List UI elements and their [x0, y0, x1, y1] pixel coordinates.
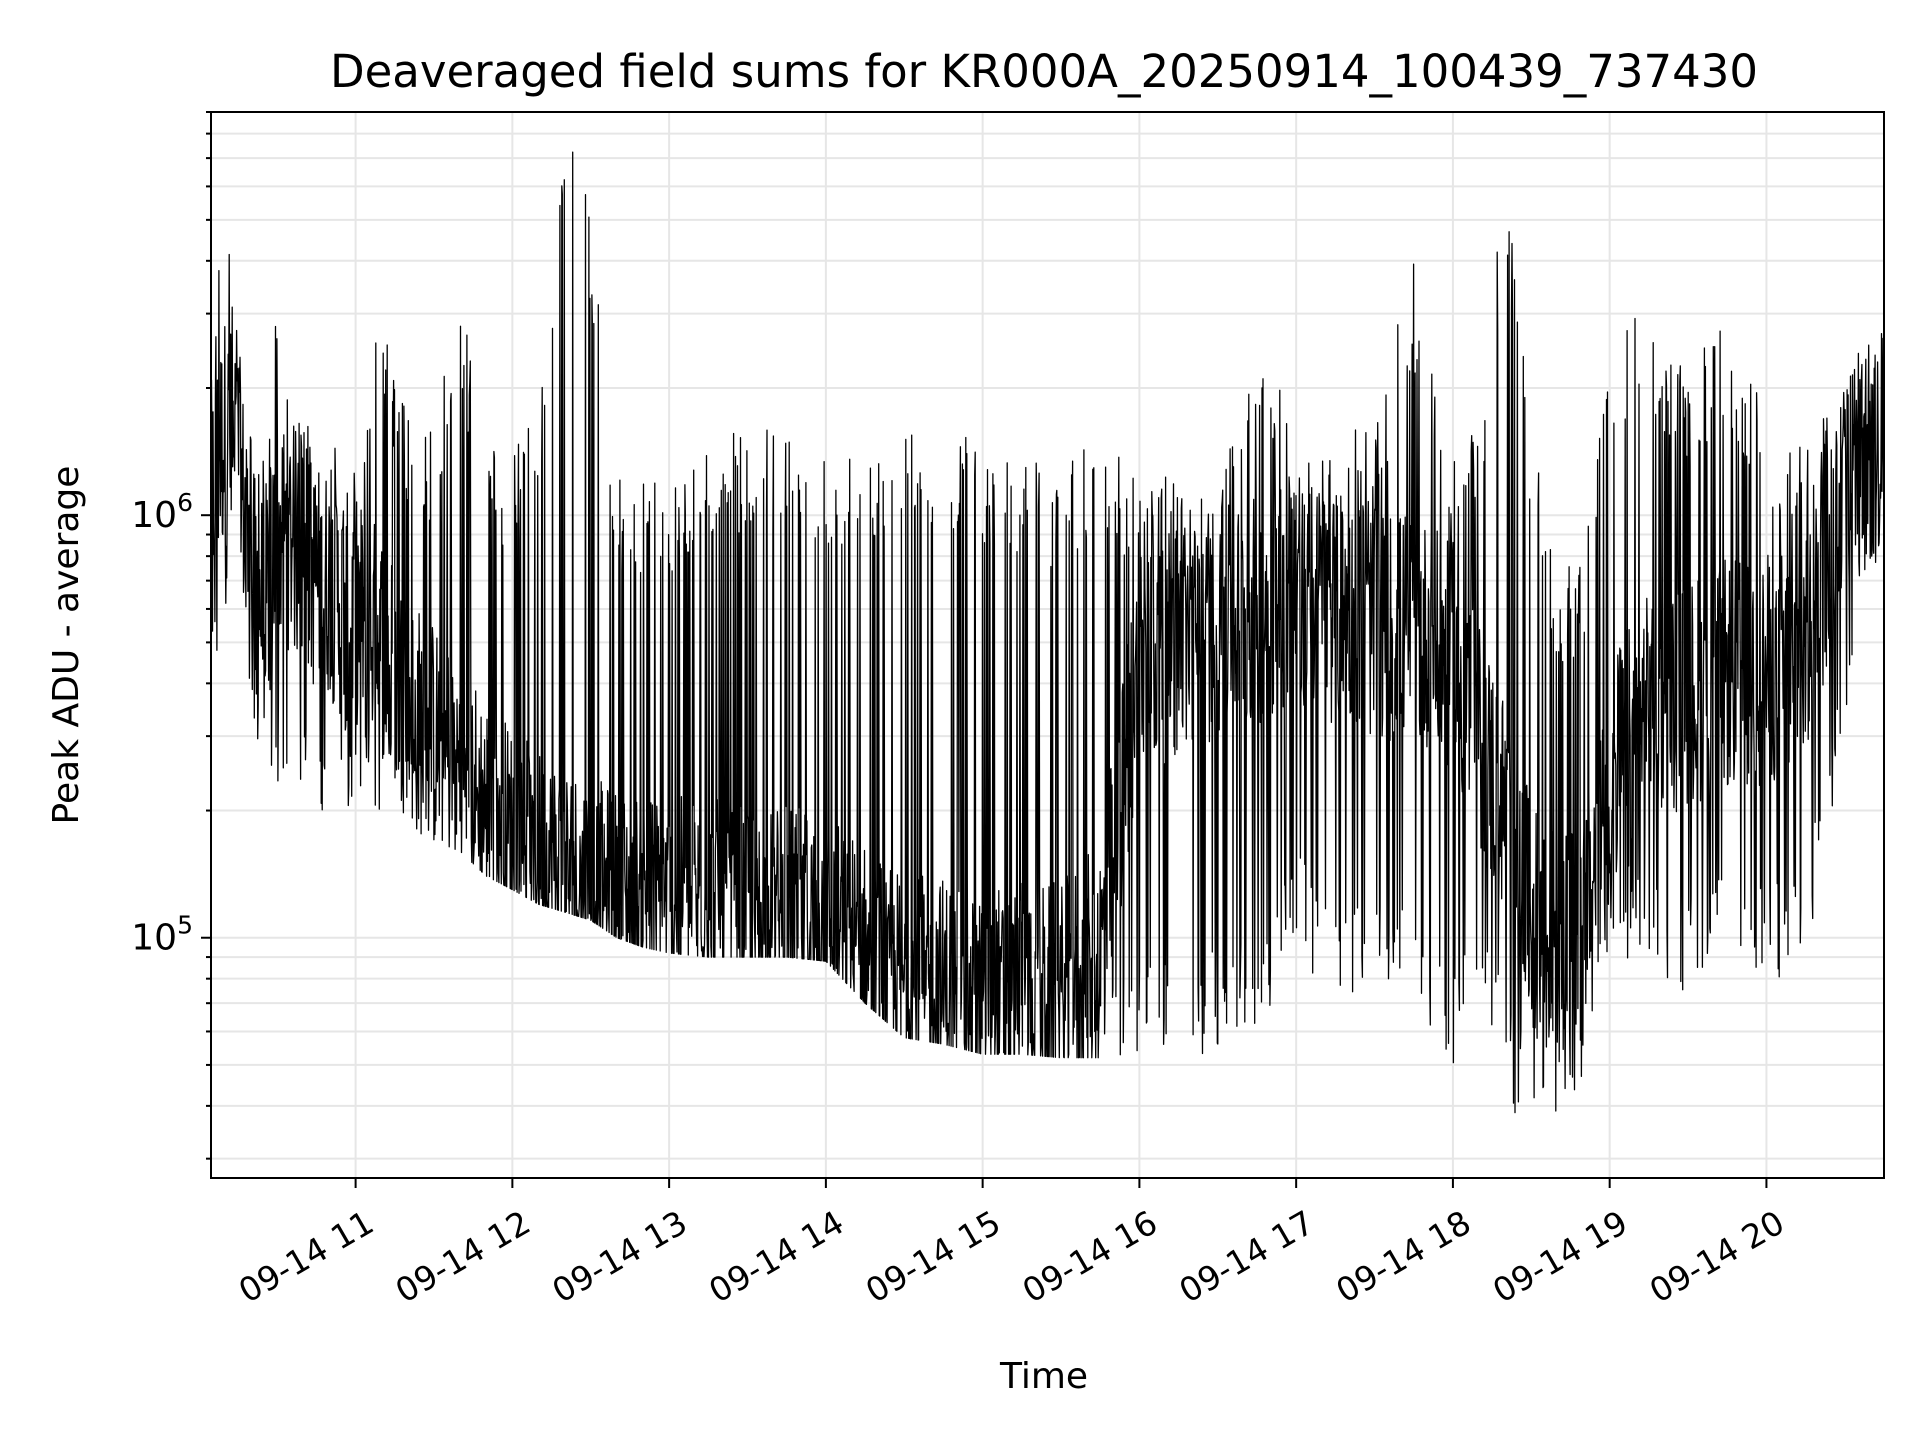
y-axis-label: Peak ADU - average — [46, 466, 87, 825]
series-line — [210, 151, 1885, 1114]
y-tick-label: 105 — [131, 911, 193, 959]
y-tick-label: 106 — [131, 488, 193, 536]
plot-frame — [210, 111, 1885, 1179]
y-axis-ticks: 105 106 — [131, 111, 211, 1160]
series-line-group — [210, 151, 1885, 1114]
chart-title: Deaveraged field sums for KR000A_2025091… — [330, 45, 1758, 98]
x-axis-label: Time — [999, 1356, 1088, 1397]
